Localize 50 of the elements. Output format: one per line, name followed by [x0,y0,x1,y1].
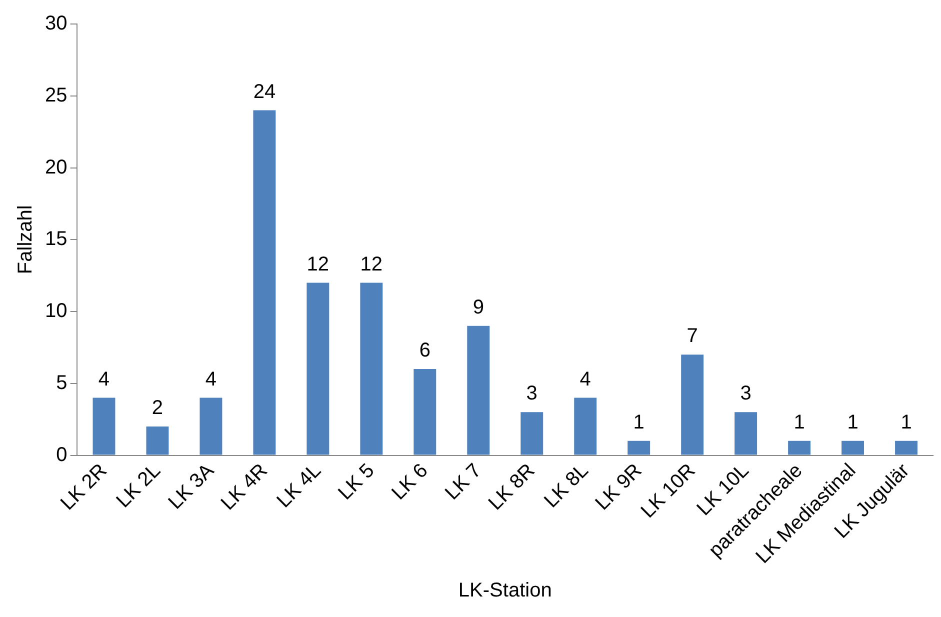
data-label: 6 [419,340,430,362]
data-label: 4 [205,368,217,390]
data-label: 24 [253,80,276,103]
y-tick-label: 5 [56,372,68,394]
bar [574,398,597,455]
bar [842,440,864,455]
data-label: 4 [98,368,110,390]
x-tick-label: LK 7 [441,460,486,504]
data-label: 2 [152,397,164,420]
data-label: 12 [306,253,330,276]
bar [734,412,758,455]
data-label: 1 [633,411,644,434]
bar [200,398,222,455]
data-label: 7 [686,325,698,348]
x-tick-label: LK 5 [334,460,379,504]
data-label: 12 [360,253,383,276]
data-label: 3 [526,382,538,405]
bar [895,440,918,455]
bar [253,110,276,455]
x-tick-label: LK 4L [272,460,326,512]
y-tick-label: 25 [44,84,68,106]
bar [681,354,704,455]
bar [414,369,436,455]
bar [146,426,169,455]
y-tick-label: 10 [44,300,68,322]
data-label: 4 [580,368,591,390]
x-tick-label: LK 8R [484,460,540,514]
x-axis-title: LK-Station [458,580,552,602]
y-tick-label: 0 [56,444,68,466]
y-tick-label: 15 [44,228,68,250]
x-tick-label: LK 2L [112,460,165,512]
data-label: 1 [847,411,858,434]
data-label: 9 [472,296,484,318]
data-label: 3 [740,382,752,405]
data-label: 1 [900,411,912,434]
bar [788,440,811,455]
x-tick-label: LK 8L [540,460,593,512]
bar [92,398,116,455]
bar [360,282,383,455]
bar [628,440,650,455]
data-label: 1 [794,411,805,434]
bar [306,282,330,455]
x-tick-label: LK 4R [217,460,272,514]
bar [467,326,490,455]
x-tick-label: LK 6 [388,460,432,504]
y-axis-title: Fallzahl [14,205,37,274]
y-tick-label: 20 [44,156,68,178]
y-tick-label: 30 [44,12,68,35]
x-tick-label: LK 3A [164,459,219,514]
bar [520,412,544,455]
